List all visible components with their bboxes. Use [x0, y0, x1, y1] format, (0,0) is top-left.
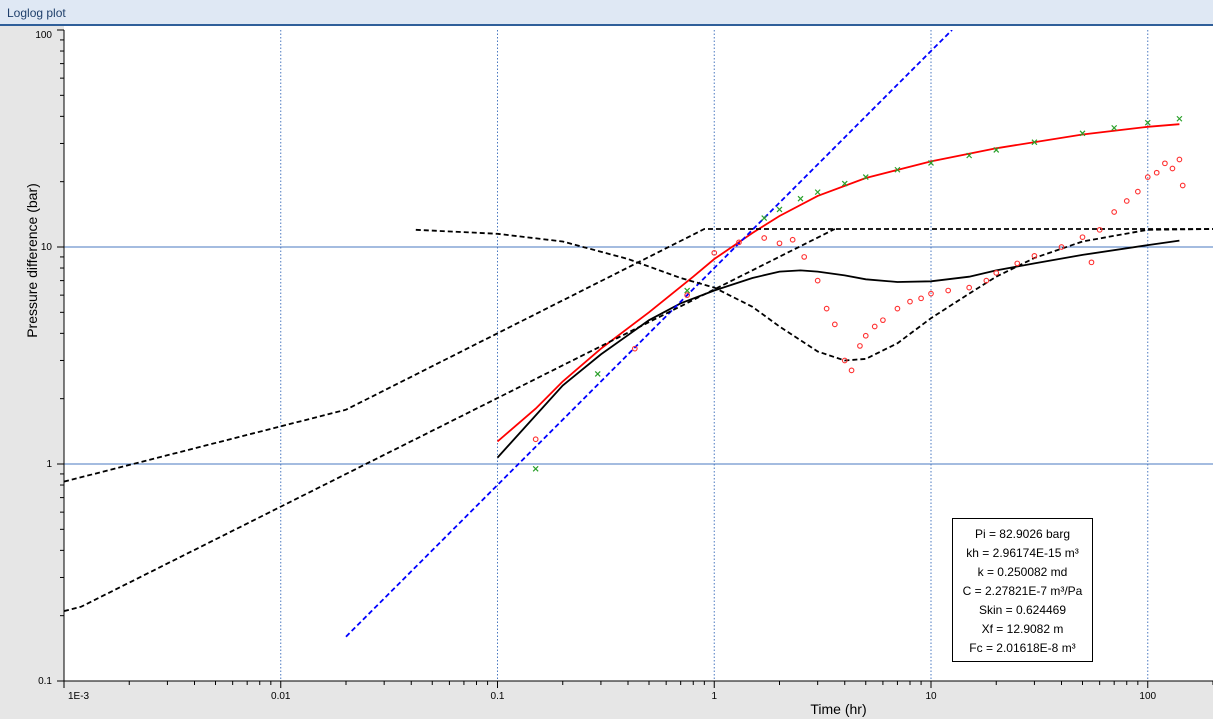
pressure-point — [1176, 115, 1183, 122]
derivative-point — [1134, 188, 1141, 195]
derivative-point — [993, 270, 1000, 276]
derivative-point — [857, 343, 863, 349]
x-tick-label: 1 — [711, 691, 717, 702]
derivative-point — [894, 305, 901, 312]
series-line-1 — [496, 239, 1180, 459]
x-tick-label: 0.01 — [271, 691, 291, 702]
derivative-point — [1123, 198, 1130, 204]
derivative-point — [1176, 156, 1183, 163]
y-tick-label: 0.1 — [38, 676, 52, 687]
series-line-0 — [496, 123, 1180, 443]
pressure-point — [1111, 124, 1118, 131]
derivative-point — [1031, 253, 1038, 259]
derivative-point — [983, 277, 990, 284]
derivative-point — [684, 292, 691, 298]
pressure-point — [776, 206, 783, 213]
pressure-point — [841, 180, 848, 187]
param-xf: Xf = 12.9082 m — [981, 622, 1064, 636]
derivative-point — [801, 254, 808, 260]
derivative-point — [1096, 226, 1103, 233]
derivative-point — [776, 240, 783, 247]
derivative-point — [928, 290, 934, 297]
derivative-point — [711, 249, 718, 256]
derivative-point — [1014, 260, 1021, 267]
param-fc: Fc = 2.01618E-8 m³ — [969, 641, 1076, 655]
y-tick-label: 100 — [35, 30, 52, 41]
pressure-point — [1031, 139, 1038, 146]
pressure-point — [894, 166, 901, 173]
x-axis-margin — [0, 681, 1213, 719]
pressure-point — [761, 215, 768, 221]
series-line-3 — [64, 228, 1213, 483]
derivative-point — [1111, 209, 1118, 215]
x-tick-label: 10 — [925, 691, 937, 702]
pressure-point — [993, 147, 1000, 153]
pressure-point — [797, 195, 804, 202]
derivative-point — [1144, 174, 1151, 180]
derivative-point — [945, 287, 952, 294]
x-tick-label: 100 — [1139, 691, 1156, 702]
y-axis-label: Pressure difference (bar) — [24, 183, 40, 338]
parameters-box: Pi = 82.9026 barg kh = 2.96174E-15 m³ k … — [952, 518, 1093, 662]
derivative-point — [907, 298, 913, 305]
y-tick-label: 1 — [46, 459, 52, 470]
derivative-point — [631, 345, 638, 352]
derivative-point — [848, 367, 855, 374]
derivative-point — [966, 284, 973, 291]
pressure-point — [814, 189, 821, 196]
x-tick-label: 1E-3 — [68, 691, 90, 702]
param-pi: Pi = 82.9026 barg — [974, 527, 1071, 541]
pressure-point — [594, 371, 601, 377]
x-axis-label: Time (hr) — [810, 701, 866, 717]
x-tick-label: 0.1 — [491, 691, 505, 702]
derivative-point — [1079, 234, 1086, 241]
window-title: Loglog plot — [7, 6, 66, 20]
derivative-point — [532, 436, 539, 443]
derivative-point — [1088, 259, 1095, 266]
pressure-point — [928, 160, 934, 166]
derivative-point — [831, 321, 838, 328]
y-tick-label: 10 — [41, 242, 53, 253]
series-line-4 — [64, 228, 836, 612]
pressure-point — [1079, 130, 1086, 137]
derivative-point — [789, 236, 796, 243]
derivative-point — [841, 357, 848, 364]
series-group — [64, 30, 1213, 638]
pressure-point — [532, 465, 539, 472]
derivative-point — [761, 235, 768, 241]
derivative-point — [871, 323, 878, 330]
series-line-2 — [345, 30, 953, 638]
derivative-point — [1153, 169, 1160, 176]
loglog-plot[interactable]: 1E-3 0.01 0.1 1 10 100 0.1 1 10 100 Time (hr) Press… — [0, 26, 1213, 719]
window-title-bar: Loglog plot — [0, 0, 1213, 26]
derivative-point — [880, 317, 886, 324]
derivative-point — [823, 305, 830, 312]
y-axis-margin — [0, 26, 64, 719]
pressure-point — [966, 152, 973, 159]
derivative-point — [918, 295, 924, 302]
param-k: k = 0.250082 md — [977, 565, 1068, 579]
derivative-point — [736, 239, 742, 246]
param-skin: Skin = 0.624469 — [978, 603, 1067, 617]
derivative-point — [1169, 165, 1176, 172]
derivative-point — [1162, 160, 1168, 167]
param-kh: kh = 2.96174E-15 m³ — [966, 546, 1079, 560]
pressure-point — [862, 174, 869, 181]
derivative-point — [1058, 244, 1065, 250]
derivative-point — [1179, 182, 1186, 189]
pressure-point — [1144, 119, 1151, 126]
pressure-point — [684, 287, 691, 294]
param-c: C = 2.27821E-7 m³/Pa — [962, 584, 1083, 598]
derivative-point — [862, 332, 869, 339]
derivative-point — [814, 277, 821, 284]
